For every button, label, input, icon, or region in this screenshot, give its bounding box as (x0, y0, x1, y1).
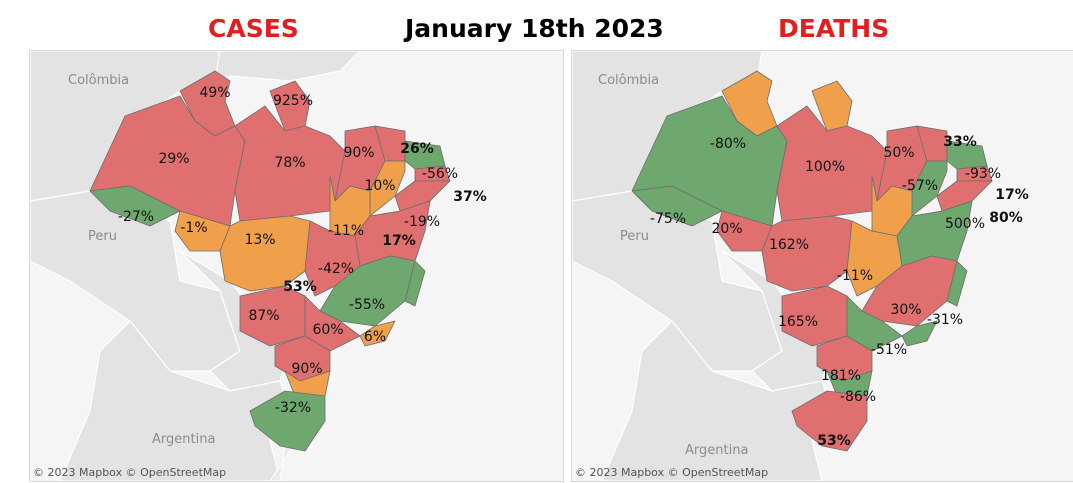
value-label-PB: 37% (453, 189, 487, 205)
value-label-CE: 33% (943, 134, 977, 150)
country-label-colombia: Colômbia (68, 73, 130, 88)
deaths-map[interactable]: Colômbia Peru Argentina -80% 100% 50% 33… (571, 50, 1073, 482)
state-RJ (359, 320, 396, 347)
value-label-AP: 925% (272, 93, 314, 109)
southern-cone-shape (59, 320, 291, 481)
state-AC (631, 185, 723, 227)
cases-title: CASES (208, 14, 299, 43)
value-label-PA: 78% (274, 155, 306, 171)
state-RJ (901, 320, 938, 347)
value-label-RN: -93% (964, 166, 1002, 182)
country-label-peru: Peru (620, 229, 649, 244)
state-RS (249, 390, 326, 452)
country-label-argentina: Argentina (685, 443, 749, 458)
state-GO (846, 220, 903, 297)
value-label-BA: 17% (382, 233, 416, 249)
value-label-MG: 30% (890, 302, 922, 318)
state-RO (174, 210, 231, 252)
value-label-AM: -80% (709, 136, 747, 152)
state-RO (716, 210, 773, 252)
value-label-PI: -57% (901, 178, 939, 194)
value-label-GO: -42% (317, 261, 355, 277)
value-label-MA: 90% (343, 145, 375, 161)
value-label-RR: 49% (199, 85, 231, 101)
value-label-MT: 13% (244, 232, 276, 248)
value-label-MT: 162% (768, 237, 810, 253)
state-PE (394, 180, 451, 212)
value-label-RJ: 6% (363, 329, 387, 345)
deaths-map-canvas (572, 51, 1073, 481)
value-label-SC: -86% (839, 389, 877, 405)
value-label-PR: 90% (291, 361, 323, 377)
value-label-MS: 165% (777, 314, 819, 330)
state-ES (404, 260, 426, 307)
state-GO (304, 220, 361, 297)
map-credit[interactable]: © 2023 Mapbox © OpenStreetMap (575, 466, 769, 479)
value-label-PB: 17% (995, 187, 1029, 203)
country-label-peru: Peru (88, 229, 117, 244)
state-MT (761, 215, 853, 292)
value-label-DF: 53% (283, 279, 317, 295)
value-label-RN: -56% (421, 166, 459, 182)
value-label-SP: -51% (870, 342, 908, 358)
state-AP (811, 80, 853, 132)
date-title: January 18th 2023 (405, 14, 664, 43)
deaths-title: DEATHS (778, 14, 890, 43)
value-label-PE: 80% (989, 210, 1023, 226)
state-RS (791, 390, 868, 452)
cases-map-canvas (30, 51, 563, 481)
state-AC (89, 185, 181, 227)
value-label-PA: 100% (804, 159, 846, 175)
value-label-CE: 26% (400, 141, 434, 157)
value-label-TO: -11% (327, 223, 365, 239)
value-label-MS: 87% (248, 308, 280, 324)
value-label-RO: 20% (711, 221, 743, 237)
country-label-colombia: Colômbia (598, 73, 660, 88)
value-label-MG: -55% (348, 297, 386, 313)
cases-map[interactable]: Colômbia Peru Argentina 49% 925% 29% 78%… (29, 50, 564, 482)
map-credit[interactable]: © 2023 Mapbox © OpenStreetMap (33, 466, 227, 479)
state-ES (946, 260, 968, 307)
value-label-RS: -32% (274, 400, 312, 416)
country-label-argentina: Argentina (152, 432, 216, 447)
value-label-SP: 60% (312, 322, 344, 338)
value-label-AC: -27% (117, 209, 155, 225)
value-label-RO: -1% (180, 220, 208, 236)
value-label-MA: 50% (883, 145, 915, 161)
value-label-RS: 53% (817, 433, 851, 449)
value-label-BA: 500% (944, 216, 986, 232)
value-label-AM: 29% (158, 151, 190, 167)
state-PE (936, 180, 993, 212)
state-MT (219, 215, 311, 292)
southern-cone-shape (601, 320, 833, 481)
value-label-GO: -11% (836, 268, 874, 284)
value-label-PR: 181% (820, 368, 862, 384)
brazil-states (631, 70, 993, 452)
value-label-PE: -19% (403, 214, 441, 230)
value-label-PI: 10% (364, 178, 396, 194)
value-label-ES: -31% (926, 312, 964, 328)
state-AP (269, 80, 311, 132)
brazil-states (89, 70, 451, 452)
value-label-AC: -75% (649, 211, 687, 227)
